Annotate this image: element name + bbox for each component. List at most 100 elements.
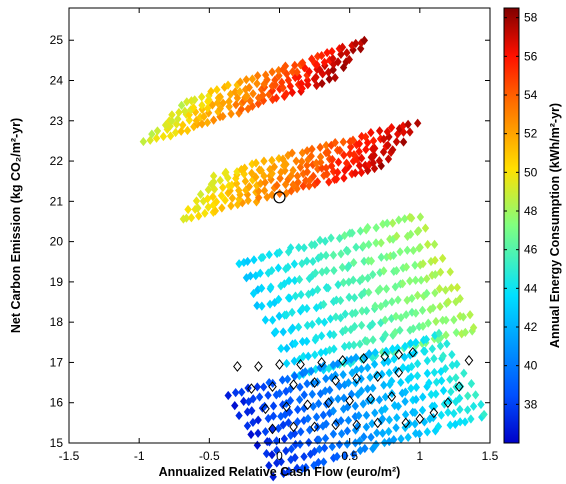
data-point (298, 148, 307, 158)
data-point (429, 303, 437, 313)
data-point (168, 116, 176, 126)
data-point (403, 295, 411, 305)
data-point (452, 297, 460, 307)
data-point (189, 103, 198, 113)
data-point (373, 428, 381, 438)
data-point (467, 378, 476, 389)
data-point (313, 285, 322, 295)
data-point (439, 351, 447, 361)
data-point (357, 131, 366, 142)
data-point (329, 360, 337, 370)
highlighted-point (289, 421, 298, 433)
data-point (392, 265, 401, 276)
data-point (378, 414, 387, 424)
data-point (338, 42, 347, 52)
colorbar (503, 7, 520, 444)
data-point (337, 49, 345, 59)
data-point (367, 256, 376, 266)
data-point (418, 338, 426, 348)
data-point (453, 282, 461, 293)
data-point (308, 54, 316, 64)
data-point (381, 392, 390, 402)
highlighted-point (303, 399, 312, 411)
data-point (371, 143, 379, 153)
data-point (219, 98, 227, 108)
data-point (313, 422, 322, 432)
data-point (372, 238, 380, 248)
data-point (297, 78, 306, 89)
data-point (328, 372, 336, 383)
data-point (360, 287, 369, 297)
data-point (380, 380, 388, 390)
data-point (333, 167, 342, 177)
data-point (325, 345, 334, 355)
data-point (376, 284, 384, 294)
y-tick-label: 15 (50, 436, 64, 450)
data-point (351, 411, 359, 422)
data-point (317, 251, 325, 261)
data-point (257, 165, 265, 176)
data-point (209, 192, 217, 202)
data-point (356, 226, 365, 236)
data-point (265, 460, 273, 471)
data-point (402, 262, 411, 272)
data-point (357, 38, 365, 48)
data-point (357, 374, 365, 384)
data-point (436, 341, 445, 351)
data-point (439, 386, 448, 396)
data-point (427, 389, 435, 400)
data-point (407, 383, 415, 394)
data-point (369, 335, 377, 345)
data-point (332, 417, 341, 427)
data-point (296, 382, 304, 392)
data-point (290, 259, 299, 269)
data-point (260, 401, 269, 411)
data-point (177, 100, 186, 110)
highlighted-point (268, 423, 277, 435)
data-point (207, 86, 215, 97)
data-point (339, 278, 348, 288)
data-point (312, 303, 321, 313)
data-point (399, 137, 408, 147)
data-point (428, 270, 436, 280)
data-point (334, 394, 342, 404)
data-point (347, 325, 355, 335)
data-point (287, 444, 296, 454)
data-point (303, 320, 312, 331)
data-point (282, 386, 290, 396)
data-point (381, 330, 390, 340)
highlighted-point (338, 355, 347, 366)
data-point (303, 160, 311, 170)
data-point (419, 321, 427, 331)
colorbar-tick-label: 46 (524, 243, 538, 257)
data-point (419, 392, 427, 402)
data-point (259, 252, 267, 262)
data-point (187, 96, 196, 106)
data-point (294, 405, 302, 415)
data-point (319, 457, 328, 467)
data-point (351, 378, 360, 388)
data-point (380, 266, 388, 276)
data-point (268, 315, 277, 325)
data-point (347, 354, 355, 365)
data-point (213, 85, 221, 95)
data-point (382, 346, 390, 356)
data-point (240, 163, 249, 173)
data-point (456, 417, 464, 427)
data-point (284, 75, 293, 85)
data-point (368, 419, 376, 429)
x-tick-label: -0.5 (199, 449, 220, 463)
data-point (404, 375, 412, 385)
data-point (459, 312, 468, 322)
data-point (363, 138, 372, 148)
data-point (345, 54, 353, 65)
data-point (329, 453, 338, 463)
data-point (399, 363, 407, 373)
data-point (401, 214, 409, 224)
data-point (284, 262, 292, 272)
data-point (385, 436, 393, 447)
data-point (283, 358, 291, 369)
data-point (333, 451, 341, 462)
data-point (436, 301, 444, 312)
data-point (315, 444, 324, 454)
